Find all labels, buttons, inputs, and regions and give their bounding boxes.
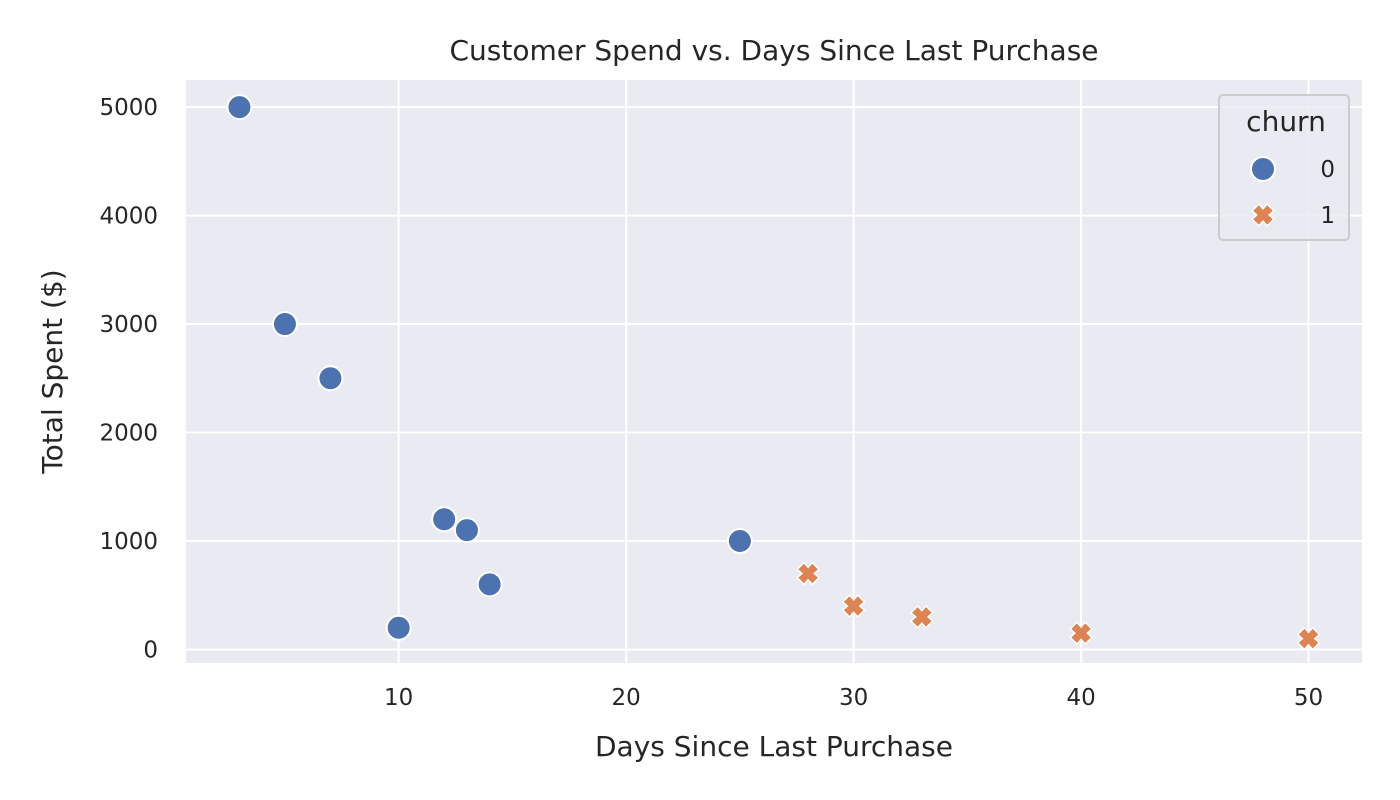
legend-item: 1 [1251,203,1335,229]
chart-title: Customer Spend vs. Days Since Last Purch… [449,34,1098,67]
legend-item: 0 [1250,156,1335,183]
legend-label: 1 [1320,203,1335,229]
legend-marker-x [1251,203,1275,227]
x-axis-label: Days Since Last Purchase [595,730,953,763]
data-point-x [1296,626,1321,651]
x-tick-label: 30 [839,685,868,711]
legend-label: 0 [1320,157,1335,183]
y-tick-label: 4000 [99,204,158,230]
y-tick-label: 2000 [99,421,158,447]
legend-box [1218,94,1350,241]
data-point-circle [476,571,503,598]
data-point-circle [385,614,412,641]
legend-marker-circle [1250,156,1276,182]
data-point-circle [317,365,344,392]
y-axis-label: Total Spent ($) [36,269,69,474]
plot-area [186,80,1362,663]
data-point-circle [453,517,480,544]
y-axis-ticks: 0 1000 2000 3000 4000 5000 [99,95,158,663]
legend-title: churn [1246,105,1326,138]
data-point-x [1069,621,1094,646]
y-tick-label: 3000 [99,312,158,338]
data-points [226,94,1321,651]
data-point-circle [271,311,298,338]
x-tick-label: 20 [612,685,641,711]
x-tick-label: 50 [1294,685,1323,711]
data-point-x [841,594,866,619]
grid-lines [186,80,1362,663]
data-point-circle [726,527,753,554]
data-point-x [909,604,934,629]
data-point-x [796,561,821,586]
legend: churn 0 1 [1218,94,1350,241]
x-axis-ticks: 10 20 30 40 50 [384,685,1323,711]
y-tick-label: 1000 [99,529,158,555]
y-tick-label: 0 [143,637,158,663]
x-tick-label: 10 [384,685,413,711]
y-tick-label: 5000 [99,95,158,121]
data-point-circle [431,506,458,533]
data-point-circle [226,94,253,121]
x-tick-label: 40 [1066,685,1095,711]
